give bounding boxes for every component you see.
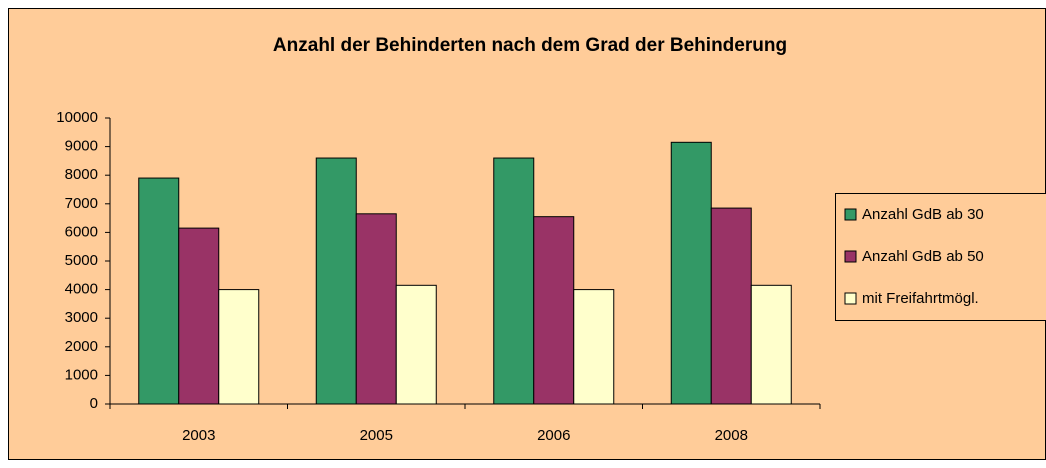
legend-label: Anzahl GdB ab 30: [862, 206, 984, 223]
bar: [670, 141, 712, 405]
legend-swatch: [844, 250, 857, 263]
x-tick-label: 2006: [537, 427, 570, 444]
bar: [533, 216, 575, 405]
y-tick-label: 2000: [65, 338, 98, 355]
legend-label: Anzahl GdB ab 50: [862, 248, 984, 265]
bar: [710, 207, 752, 405]
bar: [395, 284, 437, 405]
bar: [178, 227, 220, 405]
bar: [493, 157, 535, 405]
y-tick-label: 7000: [65, 195, 98, 212]
bar: [138, 177, 180, 405]
x-tick-label: 2005: [360, 427, 393, 444]
y-tick-label: 0: [90, 395, 98, 412]
bar: [573, 289, 615, 405]
x-tick-label: 2003: [182, 427, 215, 444]
y-tick-label: 5000: [65, 252, 98, 269]
legend-box: [835, 193, 1046, 321]
bar: [750, 284, 792, 405]
y-tick-label: 10000: [56, 109, 98, 126]
x-tick-label: 2008: [715, 427, 748, 444]
bar: [315, 157, 357, 405]
chart-title: Anzahl der Behinderten nach dem Grad der…: [273, 35, 787, 56]
y-tick-label: 3000: [65, 309, 98, 326]
y-tick-label: 9000: [65, 138, 98, 155]
bar: [218, 289, 260, 405]
legend-swatch: [844, 292, 857, 305]
legend-swatch: [844, 208, 857, 221]
legend-label: mit Freifahrtmögl.: [862, 290, 979, 307]
y-tick-label: 1000: [65, 366, 98, 383]
y-tick-label: 4000: [65, 281, 98, 298]
y-tick-label: 6000: [65, 223, 98, 240]
y-tick-label: 8000: [65, 166, 98, 183]
bar: [355, 213, 397, 405]
